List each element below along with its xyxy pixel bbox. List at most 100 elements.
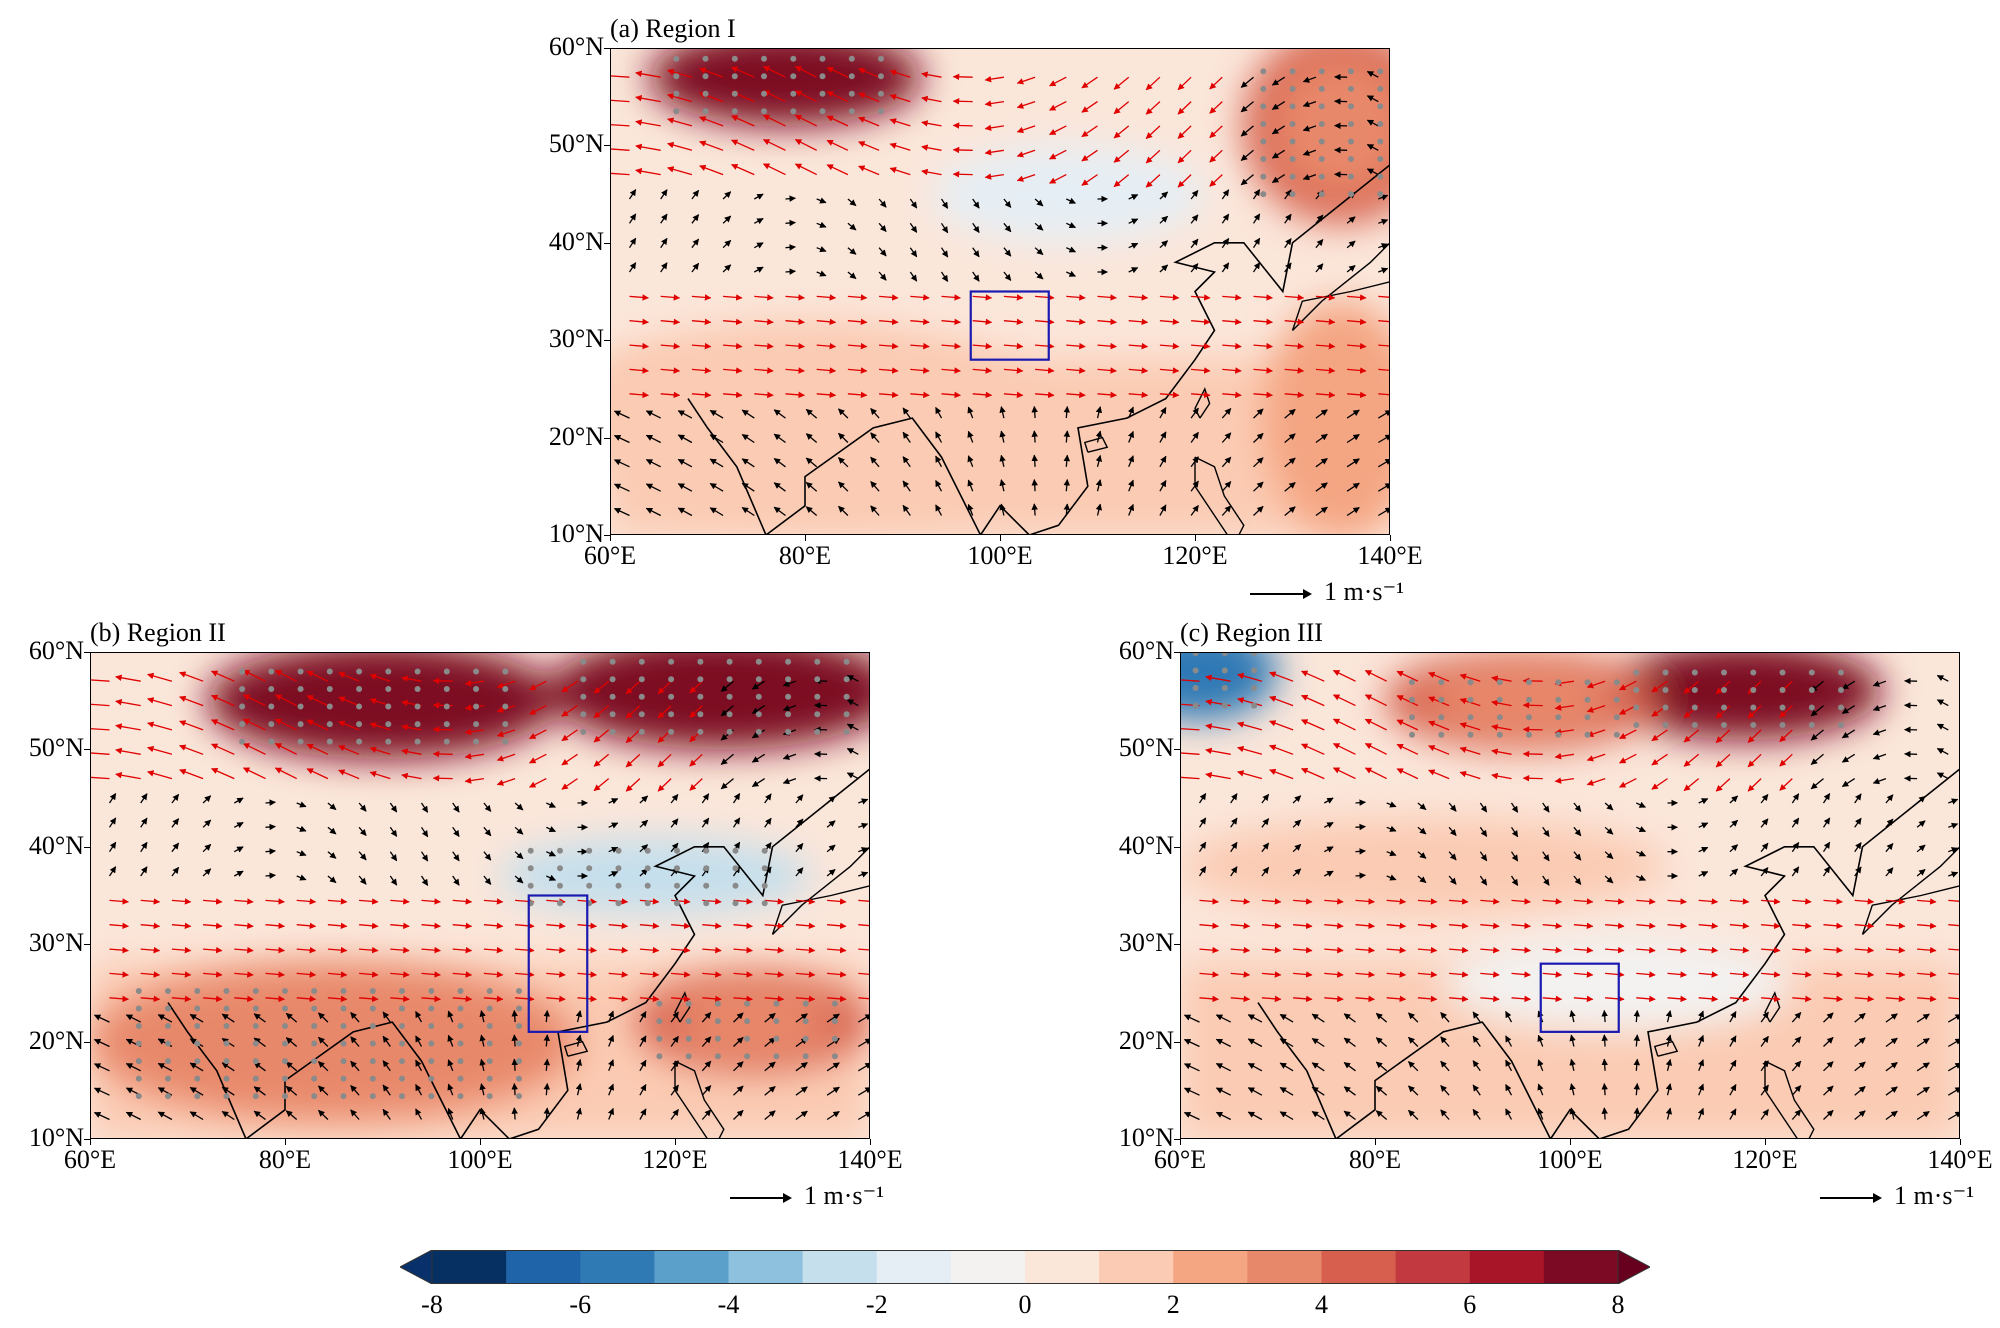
- wind-vector: [1346, 482, 1360, 492]
- wind-vector: [253, 1013, 266, 1023]
- wind-vector: [389, 851, 398, 862]
- wind-vector: [390, 946, 410, 954]
- wind-vector: [511, 1058, 518, 1071]
- wind-vector: [93, 1014, 110, 1023]
- wind-vector: [1145, 76, 1161, 91]
- wind-vector: [1066, 318, 1086, 326]
- anomaly-contour: [259, 659, 506, 742]
- wind-vector: [827, 898, 847, 905]
- wind-vector: [764, 1110, 776, 1121]
- wind-vector: [878, 271, 887, 281]
- wind-vector: [999, 406, 1006, 419]
- lat-tick: [84, 846, 90, 848]
- wind-vector: [607, 1107, 614, 1120]
- significance-dot: [702, 55, 709, 62]
- wind-vector: [479, 1034, 486, 1047]
- lon-tick-label: 100°E: [1537, 1145, 1603, 1174]
- wind-vector: [702, 946, 722, 954]
- wind-vector: [639, 922, 660, 930]
- wind-vector: [753, 193, 764, 200]
- wind-vector: [858, 972, 870, 976]
- wind-vector: [805, 457, 818, 468]
- wind-vector: [1284, 213, 1292, 224]
- wind-vector: [940, 198, 949, 209]
- wind-vector: [722, 215, 732, 224]
- wind-vector: [670, 818, 679, 828]
- wind-vector: [1190, 456, 1199, 468]
- wind-vector: [1190, 407, 1199, 419]
- wind-vector: [140, 866, 148, 877]
- wind-vector: [667, 141, 693, 151]
- significance-dot: [1260, 173, 1267, 180]
- significance-dot: [1348, 173, 1354, 180]
- wind-vector: [847, 342, 868, 350]
- wind-vector: [870, 408, 880, 419]
- wind-vector: [1003, 198, 1012, 208]
- wind-vector: [109, 922, 129, 930]
- wind-vector: [546, 826, 556, 833]
- wind-vector: [140, 898, 161, 905]
- wind-vector: [420, 826, 429, 838]
- wind-vector: [1016, 149, 1036, 158]
- lat-tick-label: 20°N: [28, 1025, 84, 1055]
- wind-vector: [1128, 367, 1149, 374]
- wind-vector: [764, 1085, 776, 1096]
- wind-vector: [889, 166, 911, 176]
- wind-vector: [1315, 391, 1336, 399]
- wind-vector: [709, 409, 724, 419]
- wind-vector: [546, 874, 556, 881]
- wind-vector: [952, 73, 973, 81]
- wind-vector: [858, 116, 880, 127]
- wind-vector: [515, 971, 535, 978]
- panel-region-3: (c) Region III 60°N 50°N 40°N 30°N 20°N 10°N 6…: [1119, 618, 1993, 1210]
- wind-vector: [1049, 101, 1067, 111]
- colorbar-tick-label: -6: [569, 1290, 592, 1319]
- wind-vector: [452, 875, 460, 886]
- wind-vector: [764, 995, 785, 1003]
- wind-vector: [1066, 391, 1086, 399]
- wind-vector: [858, 68, 880, 78]
- wind-vector: [479, 1083, 486, 1096]
- wind-vector: [709, 458, 724, 468]
- wind-vector: [1063, 405, 1071, 419]
- wind-vector: [1315, 506, 1328, 517]
- wind-vector: [1031, 430, 1038, 443]
- wind-vector: [93, 1111, 110, 1121]
- wind-vector: [382, 1108, 391, 1120]
- wind-vector: [515, 946, 535, 954]
- wind-vector: [826, 91, 849, 103]
- lon-tick-label: 140°E: [1357, 541, 1423, 570]
- wind-vector: [285, 1085, 298, 1096]
- colorbar-segment: [802, 1250, 878, 1284]
- wind-vector: [233, 821, 244, 829]
- lon-tick-label: 120°E: [642, 1145, 708, 1174]
- wind-vector: [1095, 454, 1103, 467]
- wind-vector: [670, 1084, 679, 1096]
- wind-vector: [1191, 342, 1211, 350]
- significance-dot: [1348, 85, 1354, 92]
- wind-vector: [318, 1109, 329, 1120]
- anomaly-contour: [1263, 301, 1390, 535]
- significance-dot: [1318, 191, 1325, 198]
- wind-vector: [753, 266, 764, 273]
- colorbar-segment: [506, 1250, 581, 1284]
- wind-vector: [108, 817, 117, 828]
- wind-vector: [858, 899, 870, 902]
- wind-vector: [1253, 367, 1273, 374]
- lon-tick: [1000, 535, 1001, 541]
- significance-dot: [1289, 68, 1296, 75]
- wind-vector: [741, 409, 755, 419]
- significance-dot: [1289, 156, 1296, 162]
- wind-vector: [826, 868, 836, 877]
- wind-vector: [691, 189, 700, 200]
- significance-dot: [848, 90, 855, 97]
- wind-vector: [327, 875, 337, 884]
- significance-dot: [1377, 191, 1384, 198]
- wind-vector: [327, 971, 348, 978]
- colorbar-tick-label: 4: [1315, 1290, 1328, 1319]
- wind-vector: [140, 995, 161, 1003]
- wind-vector: [639, 946, 660, 954]
- wind-vector: [382, 1084, 391, 1096]
- lat-tick-label: 30°N: [1118, 928, 1174, 958]
- wind-vector: [447, 1107, 454, 1120]
